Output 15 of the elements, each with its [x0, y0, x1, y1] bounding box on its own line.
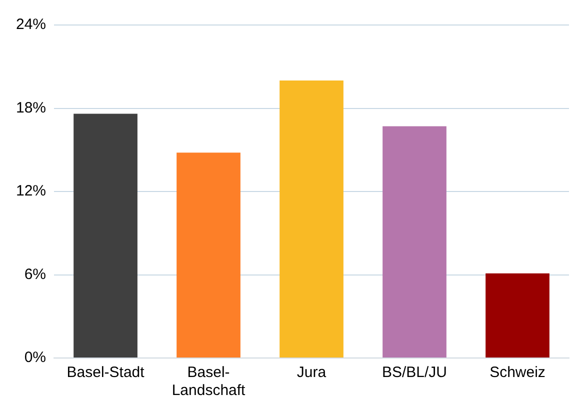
bar [486, 273, 550, 358]
bar [382, 126, 446, 358]
y-tick-label: 0% [24, 349, 46, 366]
x-tick-label: Basel-Stadt [66, 364, 146, 382]
x-tick-label: Schweiz [490, 364, 546, 382]
x-tick-label: BS/BL/JU [382, 364, 448, 382]
y-tick-label: 12% [16, 182, 46, 200]
bar [74, 114, 138, 358]
y-tick-label: 6% [24, 266, 46, 283]
x-tick-label: Jura [296, 364, 327, 382]
y-tick-label: 18% [16, 99, 46, 116]
y-tick-label: 24% [16, 16, 46, 34]
x-tick-label: Basel-Landschaft [172, 364, 246, 400]
bar [176, 152, 240, 358]
bar [280, 80, 344, 358]
